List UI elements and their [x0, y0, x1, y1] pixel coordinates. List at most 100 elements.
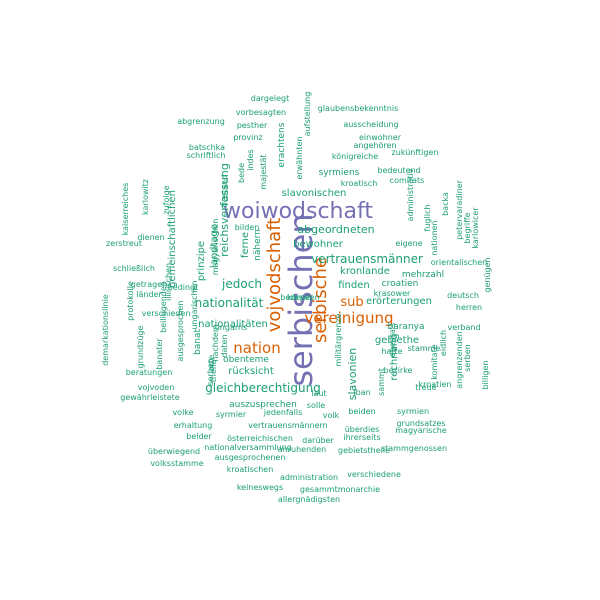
word-108: provinz [233, 133, 262, 142]
word-34: croatien [382, 279, 419, 289]
word-53: syrmien [397, 407, 429, 416]
word-52: beiden [348, 407, 375, 416]
word-136: verschieden [142, 309, 191, 318]
word-86: erhaltung [174, 421, 213, 430]
word-119: comitats [390, 176, 425, 185]
word-17: nationalitäten [198, 319, 268, 330]
word-122: deutsch [447, 291, 479, 300]
word-101: dienen [137, 233, 164, 242]
word-3: serbische [310, 257, 331, 343]
word-47: komitate [430, 344, 439, 379]
word-40: eigene [395, 239, 422, 248]
word-135: bedingt [168, 283, 199, 292]
word-100: zerstreut [106, 239, 142, 248]
word-18: rücksicht [228, 366, 274, 377]
word-32: obenteme [223, 355, 269, 365]
word-24: rechnung [389, 333, 400, 380]
word-23: slavonischen [282, 188, 347, 199]
word-38: majestät [259, 154, 268, 189]
word-90: vojvoden [138, 383, 175, 392]
word-120: backa [441, 192, 450, 216]
word-49: treue [415, 383, 436, 392]
word-81: grundsatzes [396, 419, 445, 428]
word-124: verband [447, 323, 480, 332]
word-102: zufolge [162, 185, 171, 214]
word-129: karlowicer [471, 207, 480, 249]
word-73: kroatischen [227, 465, 274, 474]
word-137: laut [311, 389, 326, 398]
word-60: ungarischen [190, 280, 199, 329]
word-93: beratungen [126, 368, 173, 377]
word-126: billigen [481, 360, 490, 389]
word-29: erachtens [277, 122, 287, 167]
word-118: bedeutend [377, 166, 420, 175]
word-83: beider [186, 432, 212, 441]
word-75: verschiedene [347, 470, 401, 479]
word-92: banater [155, 338, 164, 370]
word-9: nationalität [195, 296, 264, 310]
word-2: vojvodschaft [264, 218, 285, 333]
word-131: fuglich [423, 205, 432, 232]
word-19: landtage [209, 224, 220, 268]
word-67: illirischen [164, 263, 173, 301]
word-25: erörterungen [366, 296, 432, 307]
word-70: gebietstheile [338, 446, 390, 455]
word-80: stammgenossen [381, 444, 447, 453]
word-139: theile [209, 360, 218, 383]
word-107: abgrenzung [177, 117, 225, 126]
word-146: bedenken [280, 293, 319, 302]
word-114: ausscheidung [343, 120, 398, 129]
word-16: finden [338, 280, 369, 291]
word-59: vertrauensmännern [248, 421, 327, 430]
word-96: protokolle [126, 281, 135, 321]
word-87: überwiegend [148, 447, 200, 456]
word-109: pesther [237, 121, 268, 130]
word-4: vereinigung [304, 309, 393, 327]
word-57: volk [323, 411, 340, 420]
word-134: eidlich [439, 330, 448, 356]
word-20: ferne [240, 232, 251, 258]
word-36: administrativ [406, 168, 415, 221]
word-55: ihrerseits [343, 433, 380, 442]
word-116: angehören [353, 141, 396, 150]
word-142: bede [237, 163, 246, 183]
word-85: volke [172, 408, 193, 417]
word-15: kronlande [340, 266, 390, 277]
word-99: schließlich [113, 264, 155, 273]
word-140: orte [207, 355, 216, 371]
word-8: gleichberechtigung [205, 381, 321, 395]
word-65: ausgesprochen [176, 301, 185, 362]
word-31: nähern [253, 229, 263, 261]
word-62: magyarischen [211, 219, 220, 276]
word-77: gesammtmonarchie [300, 485, 380, 494]
word-117: zukünftigen [392, 148, 439, 157]
word-143: indes [246, 149, 255, 170]
word-21: prinzipe [196, 241, 207, 281]
word-1: woiwodschaft [223, 199, 373, 224]
word-22: gemeinschaftlichen [167, 190, 178, 288]
word-74: administration [280, 473, 338, 482]
word-106: schriftlich [187, 151, 226, 160]
word-132: petervaradiner [455, 179, 464, 239]
word-79: magyarische [395, 426, 447, 435]
word-6: sub [340, 295, 363, 310]
word-42: militärgrenze [334, 313, 343, 366]
word-0: serbischen [282, 213, 320, 386]
word-91: serben [206, 358, 215, 385]
word-10: jedoch [221, 277, 262, 291]
word-12: reichsverfassung [218, 163, 231, 257]
word-97: länder [136, 290, 162, 299]
word-113: glaubensbekenntnis [318, 104, 399, 113]
word-30: banat [193, 329, 203, 355]
word-125: genügen [483, 257, 492, 292]
word-103: karlowitz [141, 179, 150, 215]
word-110: vorbesagten [236, 108, 286, 117]
word-43: hatte [381, 347, 402, 356]
word-58: jedenfalls [263, 408, 303, 417]
word-66: beiliegenden [159, 281, 168, 333]
word-39: bilden [235, 223, 260, 232]
word-78: allergnädigsten [278, 495, 340, 504]
